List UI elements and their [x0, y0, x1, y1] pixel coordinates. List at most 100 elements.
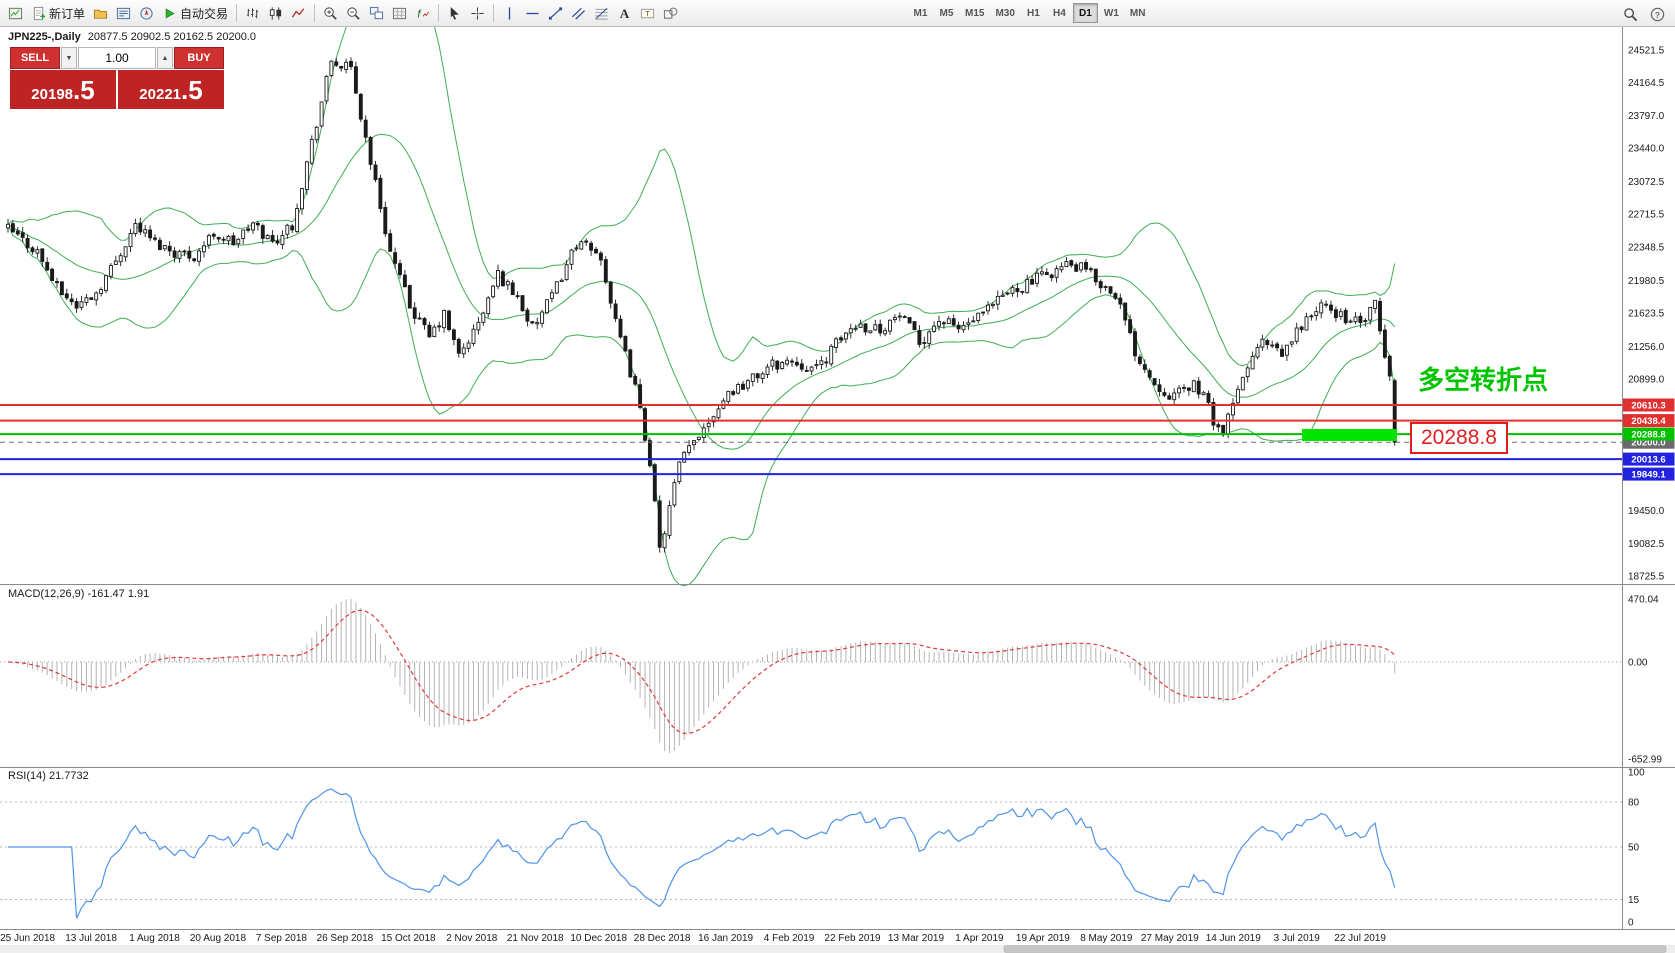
- profiles-button[interactable]: [89, 2, 112, 25]
- zoom-in-button[interactable]: [319, 2, 342, 25]
- chart-canvas[interactable]: [0, 27, 1622, 584]
- terminal-button[interactable]: [4, 2, 27, 25]
- price-tag-text-20013.6: 20013.6: [1631, 455, 1665, 466]
- bollinger-lower-band: [7, 224, 1396, 587]
- date-label: 4 Feb 2019: [764, 933, 815, 944]
- timeframe-h4-button[interactable]: H4: [1047, 3, 1072, 23]
- turning-point-annotation[interactable]: 多空转折点: [1418, 365, 1549, 395]
- text-button[interactable]: A: [613, 2, 636, 25]
- timeframe-m30-button[interactable]: M30: [990, 3, 1019, 23]
- price-tick-20899.0: 20899.0: [1628, 374, 1665, 385]
- timeframe-h1-button[interactable]: H1: [1021, 3, 1046, 23]
- horizontal-line-button[interactable]: [521, 2, 544, 25]
- rsi-axis-0: 0: [1628, 918, 1634, 929]
- sell-price-display[interactable]: 20198.5: [10, 70, 116, 109]
- svg-text:A: A: [620, 6, 630, 21]
- toolbar-separator: [314, 4, 316, 22]
- channel-button[interactable]: [567, 2, 590, 25]
- crosshair-icon: [471, 6, 484, 20]
- autotrading-label: 自动交易: [180, 6, 229, 21]
- level-highlight-bar[interactable]: [1302, 429, 1397, 441]
- timeframe-m5-button[interactable]: M5: [934, 3, 959, 23]
- text-label-button[interactable]: T: [636, 2, 659, 25]
- fibonacci-icon: [595, 7, 608, 20]
- new-order-button[interactable]: 新订单: [27, 2, 89, 25]
- fibonacci-button[interactable]: [590, 2, 613, 25]
- quote-row: 20198.5 20221.5: [10, 70, 224, 109]
- timeframe-d1-button[interactable]: D1: [1072, 3, 1098, 23]
- price-tag-20610.3: [1622, 398, 1675, 412]
- timeframe-w1-button[interactable]: W1: [1099, 3, 1124, 23]
- date-label: 10 Dec 2018: [570, 933, 627, 944]
- sell-button[interactable]: SELL: [10, 47, 60, 69]
- volume-increase-icon[interactable]: ▲: [157, 47, 173, 69]
- buy-price-display[interactable]: 20221.5: [118, 70, 224, 109]
- autotrading-button[interactable]: 自动交易: [158, 2, 232, 25]
- cursor-button[interactable]: [443, 2, 466, 25]
- price-tag-20288.8: [1622, 427, 1675, 441]
- date-label: 22 Jul 2019: [1334, 933, 1386, 944]
- toolbar-buttons: 新订单 自动交易 f A T: [4, 2, 682, 25]
- symbol-period-label: JPN225-,Daily: [8, 31, 81, 43]
- zoom-out-button[interactable]: [342, 2, 365, 25]
- date-label: 26 Sep 2018: [317, 933, 374, 944]
- bar-chart-button[interactable]: [241, 2, 264, 25]
- macd-axis-0.00: 0.00: [1628, 658, 1648, 669]
- crosshair-button[interactable]: [466, 2, 489, 25]
- date-label: 15 Oct 2018: [381, 933, 436, 944]
- navigator-button[interactable]: [135, 2, 158, 25]
- search-button[interactable]: [1619, 3, 1642, 26]
- candlestick-chart-button[interactable]: [264, 2, 287, 25]
- sell-price-pips: .5: [73, 75, 95, 105]
- shapes-button[interactable]: [659, 2, 682, 25]
- date-label: 19 Apr 2019: [1016, 933, 1070, 944]
- date-label: 1 Apr 2019: [955, 933, 1004, 944]
- tile-windows-button[interactable]: [365, 2, 388, 25]
- level-price-callout[interactable]: 20288.8: [1410, 422, 1508, 454]
- new-order-label: 新订单: [49, 6, 86, 21]
- text-label-icon: T: [640, 8, 655, 18]
- rsi-axis-80: 80: [1628, 798, 1640, 809]
- line-chart-button[interactable]: [287, 2, 310, 25]
- date-label: 14 Jun 2019: [1206, 933, 1261, 944]
- price-tick-24164.5: 24164.5: [1628, 78, 1665, 89]
- horizontal-scrollbar-track[interactable]: [0, 945, 1675, 953]
- profiles-icon: [93, 9, 108, 19]
- date-label: 16 Jan 2019: [698, 933, 753, 944]
- bollinger-upper-band: [7, 0, 1396, 367]
- new-order-icon: [33, 6, 46, 20]
- volume-input[interactable]: [78, 47, 156, 69]
- date-label: 13 Mar 2019: [888, 933, 945, 944]
- terminal-icon: [8, 7, 23, 19]
- horizontal-scrollbar-thumb[interactable]: [1003, 945, 1667, 953]
- market-watch-button[interactable]: [112, 2, 135, 25]
- price-tick-19082.5: 19082.5: [1628, 539, 1665, 550]
- date-label: 13 Jul 2018: [65, 933, 117, 944]
- toolbar-separator: [493, 4, 495, 22]
- price-tag-20438.4: [1622, 414, 1675, 428]
- rsi-axis-100: 100: [1628, 768, 1645, 779]
- timeframe-m15-button[interactable]: M15: [960, 3, 989, 23]
- timeframe-m1-button[interactable]: M1: [908, 3, 933, 23]
- rsi-axis-50: 50: [1628, 843, 1640, 854]
- buy-button[interactable]: BUY: [174, 47, 224, 69]
- candles: [6, 57, 1397, 553]
- price-tag-text-20438.4: 20438.4: [1631, 416, 1666, 427]
- indicators-button[interactable]: f: [411, 2, 434, 25]
- help-button[interactable]: ?: [1646, 3, 1669, 26]
- date-label: 21 Nov 2018: [507, 933, 564, 944]
- date-label: 2 Nov 2018: [446, 933, 498, 944]
- cursor-icon: [450, 6, 459, 20]
- chart-title: JPN225-,Daily 20877.5 20902.5 20162.5 20…: [8, 31, 256, 43]
- vertical-line-button[interactable]: [498, 2, 521, 25]
- autotrading-icon: [165, 7, 175, 19]
- chart-grid-button[interactable]: [388, 2, 411, 25]
- timeframe-mn-button[interactable]: MN: [1125, 3, 1151, 23]
- svg-text:?: ?: [1655, 10, 1660, 20]
- trendline-button[interactable]: [544, 2, 567, 25]
- date-label: 27 May 2019: [1141, 933, 1199, 944]
- price-tick-24521.5: 24521.5: [1628, 45, 1665, 56]
- date-label: 20 Aug 2018: [190, 933, 247, 944]
- volume-decrease-icon[interactable]: ▼: [61, 47, 77, 69]
